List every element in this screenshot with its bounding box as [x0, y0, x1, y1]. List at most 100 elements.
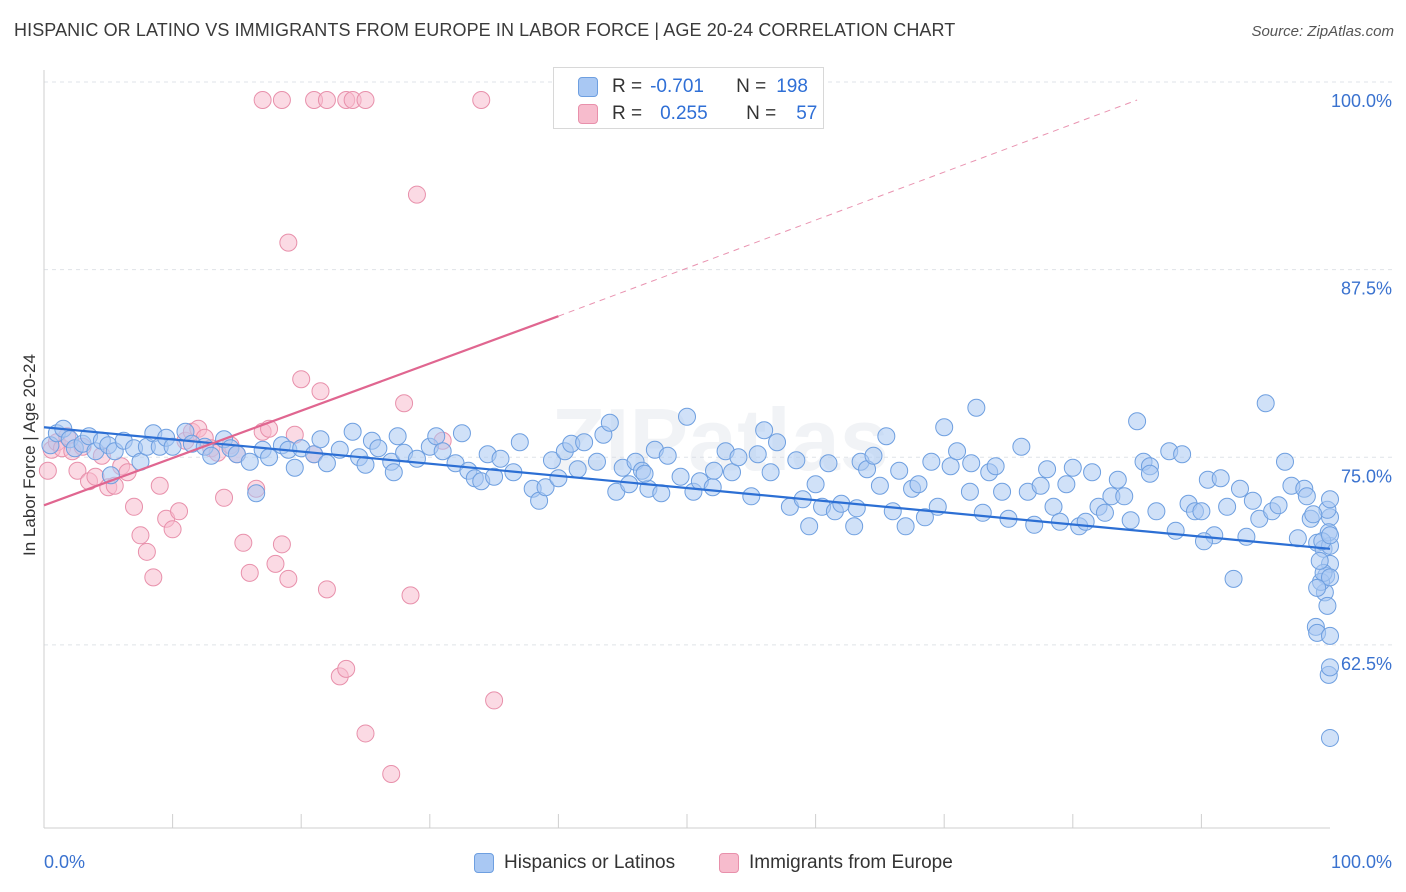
data-point	[883, 502, 902, 521]
data-point	[587, 452, 606, 471]
data-point	[600, 413, 619, 432]
data-point	[163, 437, 182, 456]
data-point	[890, 461, 909, 480]
data-point	[234, 533, 253, 552]
data-point	[285, 458, 304, 477]
stats-legend: R = -0.701 N = 198 R = 0.255 N = 57	[553, 67, 824, 129]
data-point	[847, 499, 866, 518]
data-point	[967, 398, 986, 417]
data-point	[1321, 626, 1339, 645]
data-point	[806, 475, 825, 494]
legend-label-immigrants: Immigrants from Europe	[749, 852, 953, 873]
data-point	[1310, 551, 1329, 570]
data-point	[1121, 511, 1140, 530]
data-point	[678, 407, 696, 426]
data-point	[1192, 502, 1211, 521]
data-point	[755, 421, 774, 440]
data-point	[369, 439, 388, 458]
x-tick-label: 0.0%	[44, 852, 85, 872]
data-point	[1083, 463, 1102, 482]
data-point	[311, 382, 330, 401]
trend-line-hispanics	[43, 426, 1331, 550]
data-point	[384, 463, 403, 482]
data-point	[761, 463, 780, 482]
data-point	[382, 764, 401, 783]
data-point	[240, 452, 259, 471]
y-axis-label: In Labor Force | Age 20-24	[20, 354, 39, 556]
data-point	[742, 487, 761, 506]
data-point	[247, 484, 266, 503]
n-value: 57	[796, 103, 818, 124]
data-point	[272, 535, 291, 554]
data-point	[356, 724, 375, 743]
x-tick-label: 100.0%	[1331, 852, 1392, 872]
data-point	[819, 454, 838, 473]
data-point	[279, 233, 298, 252]
legend-item-hispanics[interactable]: Hispanics or Latinos	[474, 852, 675, 874]
series-hispanics-or-latinos	[41, 394, 1339, 747]
data-point	[909, 475, 928, 494]
data-point	[1308, 578, 1327, 597]
legend-swatch-hispanics	[474, 853, 494, 873]
data-point	[1256, 394, 1275, 413]
data-point	[941, 457, 960, 476]
data-point	[1321, 728, 1339, 747]
y-tick-label: 75.0%	[1341, 466, 1392, 486]
data-point	[635, 464, 654, 483]
data-point	[1173, 445, 1192, 464]
data-point	[292, 370, 311, 389]
data-point	[1275, 452, 1294, 471]
data-point	[485, 467, 504, 486]
data-point	[542, 451, 561, 470]
legend-label-hispanics: Hispanics or Latinos	[504, 852, 676, 873]
data-point	[768, 433, 787, 452]
data-point	[723, 463, 742, 482]
data-point	[1237, 527, 1256, 546]
data-point	[1025, 515, 1044, 534]
data-point	[266, 554, 285, 573]
data-point	[163, 520, 182, 539]
data-point	[1224, 569, 1243, 588]
data-point	[137, 542, 156, 561]
data-point	[253, 91, 272, 110]
data-point	[896, 517, 915, 536]
data-point	[620, 475, 639, 494]
data-point	[800, 517, 819, 536]
stats-row-immigrants: R = 0.255 N = 57	[578, 101, 817, 127]
data-point	[1230, 479, 1249, 498]
data-point	[317, 580, 336, 599]
data-point	[575, 433, 594, 452]
data-point	[1076, 512, 1095, 531]
data-point	[870, 476, 889, 495]
data-point	[472, 91, 491, 110]
data-point	[1166, 521, 1185, 540]
data-point	[993, 482, 1012, 501]
data-point	[948, 442, 967, 461]
data-point	[1211, 469, 1230, 488]
data-point	[215, 488, 234, 507]
data-point	[536, 478, 555, 497]
data-point	[1038, 460, 1057, 479]
data-point	[1044, 497, 1063, 516]
data-point	[1012, 437, 1031, 456]
data-point	[703, 478, 722, 497]
n-label: N =	[736, 76, 767, 97]
y-tick-label: 100.0%	[1331, 91, 1392, 111]
data-point	[1321, 526, 1339, 545]
data-point	[317, 454, 336, 473]
r-value: -0.701	[650, 76, 704, 97]
data-point	[787, 451, 806, 470]
data-point	[311, 430, 330, 449]
data-point	[401, 586, 420, 605]
chart-title: HISPANIC OR LATINO VS IMMIGRANTS FROM EU…	[14, 20, 956, 40]
legend-item-immigrants[interactable]: Immigrants from Europe	[719, 852, 953, 874]
data-point	[279, 569, 298, 588]
legend-swatch-immigrants	[719, 853, 739, 873]
data-point	[388, 427, 407, 446]
data-point	[1243, 491, 1262, 510]
data-point	[343, 422, 362, 441]
data-point	[1321, 658, 1339, 677]
data-point	[1297, 487, 1316, 506]
r-label: R =	[612, 103, 643, 124]
